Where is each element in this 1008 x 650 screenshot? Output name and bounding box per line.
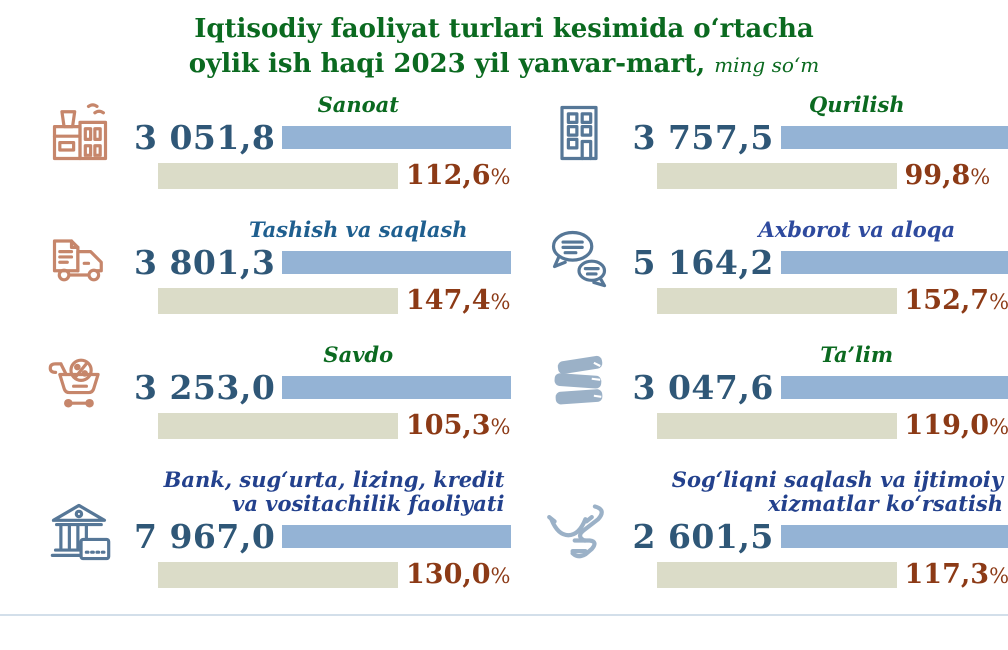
salary-bar [780,126,1008,149]
truck-icon [46,218,134,314]
sector-content: Sanoat 3 051,8 112,6% [134,93,511,189]
percent-bar [158,288,398,314]
sector-title: Qurilish [808,92,905,117]
salary-value: 2 601,5 [632,517,774,556]
salary-value: 3 801,3 [134,243,276,282]
sector-block-sogliqni: Sog‘liqni saqlash va ijtimoiy xizmatlar … [545,468,1008,588]
percent-value: 147,4% [406,284,511,316]
pharmacy-icon [545,468,633,588]
salary-bar [282,251,511,274]
sector-title: Axborot va aloqa [758,217,956,242]
percent-sign: % [490,414,511,439]
salary-bar [282,126,511,149]
sector-title: Savdo [323,342,394,367]
percent-bar [656,288,897,314]
salary-bar [282,525,511,548]
sector-block-talim: Ta’lim 3 047,6 119,0% [545,343,1008,439]
bottom-divider [0,614,1008,616]
percent-sign: % [490,289,511,314]
percent-bar [656,163,897,189]
sector-title: Sog‘liqni saqlash va ijtimoiy xizmatlar … [671,467,1004,516]
sector-content: Sog‘liqni saqlash va ijtimoiy xizmatlar … [633,468,1008,588]
chat-icon [545,218,633,314]
salary-bar [780,376,1008,399]
sector-block-bank: Bank, sug‘urta, lizing, kredit va vosita… [46,468,511,588]
sector-content: Ta’lim 3 047,6 119,0% [633,343,1008,439]
percent-bar [656,562,897,588]
sector-title: Sanoat [317,92,399,117]
sector-content: Qurilish 3 757,5 99,8% [633,93,1008,189]
sector-block-savdo: Savdo 3 253,0 105,3% [46,343,511,439]
percent-bar [158,562,398,588]
sector-block-axborot: Axborot va aloqa 5 164,2 152,7% [545,218,1008,314]
percent-value: 130,0% [406,558,511,590]
percent-sign: % [989,563,1008,588]
sector-title: Bank, sug‘urta, lizing, kredit va vosita… [163,467,505,516]
percent-sign: % [490,164,511,189]
sector-title: Tashish va saqlash [248,217,468,242]
salary-value: 3 051,8 [134,118,276,157]
percent-sign: % [490,563,511,588]
books-icon [545,343,633,439]
sector-block-tashish: Tashish va saqlash 3 801,3 147,4% [46,218,511,314]
salary-bar [282,376,511,399]
percent-value: 105,3% [406,409,511,441]
page-title: Iqtisodiy faoliyat turlari kesimida o‘rt… [0,0,1008,83]
percent-value: 112,6% [406,159,511,191]
percent-value: 117,3% [904,558,1008,590]
salary-value: 3 047,6 [632,368,774,407]
percent-value: 119,0% [904,409,1008,441]
sector-content: Axborot va aloqa 5 164,2 152,7% [633,218,1008,314]
percent-bar [656,413,897,439]
percent-sign: % [989,289,1008,314]
percent-bar [158,413,398,439]
page-title-line2: oylik ish haqi 2023 yil yanvar-mart, min… [188,49,820,79]
sector-content: Bank, sug‘urta, lizing, kredit va vosita… [134,468,511,588]
salary-bar [780,251,1008,274]
bank-icon [46,468,134,588]
building-icon [545,93,633,189]
salary-value: 7 967,0 [134,517,276,556]
percent-sign: % [970,164,991,189]
sector-grid: Sanoat 3 051,8 112,6% [0,83,1008,588]
salary-bar [780,525,1008,548]
sector-block-sanoat: Sanoat 3 051,8 112,6% [46,93,511,189]
percent-value: 99,8% [904,159,991,191]
sector-content: Savdo 3 253,0 105,3% [134,343,511,439]
cart-icon [46,343,134,439]
sector-content: Tashish va saqlash 3 801,3 147,4% [134,218,511,314]
percent-sign: % [989,414,1008,439]
page-title-unit: ming so‘m [714,53,820,77]
percent-value: 152,7% [904,284,1008,316]
sector-title: Ta’lim [820,342,894,367]
factory-icon [46,93,134,189]
percent-bar [158,163,398,189]
salary-value: 3 253,0 [134,368,276,407]
page-title-line1: Iqtisodiy faoliyat turlari kesimida o‘rt… [194,14,814,44]
salary-value: 5 164,2 [632,243,774,282]
sector-block-qurilish: Qurilish 3 757,5 99,8% [545,93,1008,189]
salary-value: 3 757,5 [632,118,774,157]
